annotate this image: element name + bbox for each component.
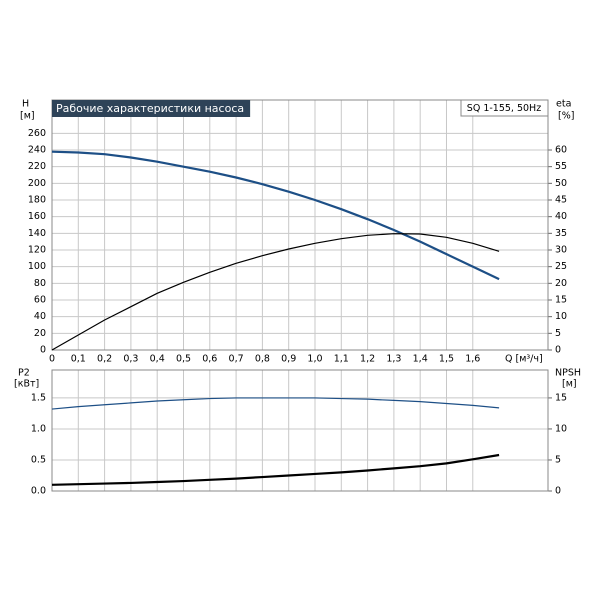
y2-tick-label: 0	[555, 345, 561, 356]
x-tick-label: 0,4	[150, 354, 165, 365]
y2-tick-label: 15	[555, 392, 567, 403]
x-tick-label: 0,2	[97, 354, 112, 365]
y-label: H	[22, 99, 29, 110]
y-tick-label: 120	[28, 245, 46, 256]
y2-tick-label: 40	[555, 211, 567, 222]
y-tick-label: 0.0	[31, 486, 46, 497]
y2-tick-label: 5	[555, 328, 561, 339]
y-tick-label: 240	[28, 145, 46, 156]
y2-tick-label: 45	[555, 195, 567, 206]
y2-tick-label: 30	[555, 245, 567, 256]
y-tick-label: 260	[28, 128, 46, 139]
x-tick-label: 0,9	[281, 354, 296, 365]
x-tick-label: 1,4	[413, 354, 428, 365]
y-tick-label: 1.5	[31, 392, 46, 403]
y2-unit: [%]	[558, 111, 574, 122]
x-tick-label: 0,3	[123, 354, 138, 365]
x-tick-label: 0,5	[176, 354, 191, 365]
x-tick-label: 1,3	[386, 354, 401, 365]
y2-tick-label: 15	[555, 295, 567, 306]
x-tick-label: 0	[49, 354, 55, 365]
x-tick-label: 1,2	[360, 354, 375, 365]
y2-tick-label: 10	[555, 423, 567, 434]
y2-tick-label: 10	[555, 311, 567, 322]
y-tick-label: 60	[34, 295, 46, 306]
x-tick-label: 0,8	[255, 354, 270, 365]
plot-frame	[51, 99, 549, 351]
y2-tick-label: 0	[555, 486, 561, 497]
y2-unit: [м]	[562, 379, 577, 390]
y-tick-label: 20	[34, 328, 46, 339]
y2-tick-label: 35	[555, 228, 567, 239]
y2-label: eta	[556, 99, 571, 110]
x-tick-label: 1,5	[439, 354, 454, 365]
x-tick-label: 1,1	[334, 354, 349, 365]
y-tick-label: 160	[28, 211, 46, 222]
y2-tick-label: 5	[555, 454, 561, 465]
y-tick-label: 0	[40, 345, 46, 356]
y-tick-label: 180	[28, 195, 46, 206]
y-tick-label: 0.5	[31, 454, 46, 465]
x-tick-label: 0,7	[229, 354, 244, 365]
series-line	[51, 150, 500, 281]
y2-tick-label: 20	[555, 278, 567, 289]
series-line	[51, 397, 500, 410]
y-unit: [м]	[20, 111, 35, 122]
y-tick-label: 40	[34, 311, 46, 322]
plot-frame	[51, 369, 549, 492]
subtitle: SQ 1-155, 50Hz	[467, 103, 541, 114]
title-box	[52, 100, 251, 117]
x-tick-label: 1,0	[307, 354, 322, 365]
x-label: Q [м³/ч]	[505, 354, 543, 365]
y-tick-label: 100	[28, 261, 46, 272]
y2-tick-label: 50	[555, 178, 567, 189]
x-tick-label: 1,6	[465, 354, 480, 365]
y-tick-label: 220	[28, 161, 46, 172]
y-label: P2	[18, 368, 30, 379]
x-tick-label: 0,6	[202, 354, 217, 365]
y-tick-label: 140	[28, 228, 46, 239]
series-line	[51, 233, 500, 351]
y2-tick-label: 25	[555, 261, 567, 272]
y2-tick-label: 60	[555, 145, 567, 156]
y-tick-label: 80	[34, 278, 46, 289]
model-box	[460, 99, 549, 117]
y2-label: NPSH	[555, 368, 581, 379]
y2-tick-label: 55	[555, 161, 567, 172]
x-tick-label: 0,1	[71, 354, 86, 365]
chart-title: Рабочие характеристики насоса	[56, 102, 244, 115]
series-line	[51, 453, 500, 486]
y-tick-label: 200	[28, 178, 46, 189]
y-unit: [кВт]	[14, 379, 39, 390]
y-tick-label: 1.0	[31, 423, 46, 434]
